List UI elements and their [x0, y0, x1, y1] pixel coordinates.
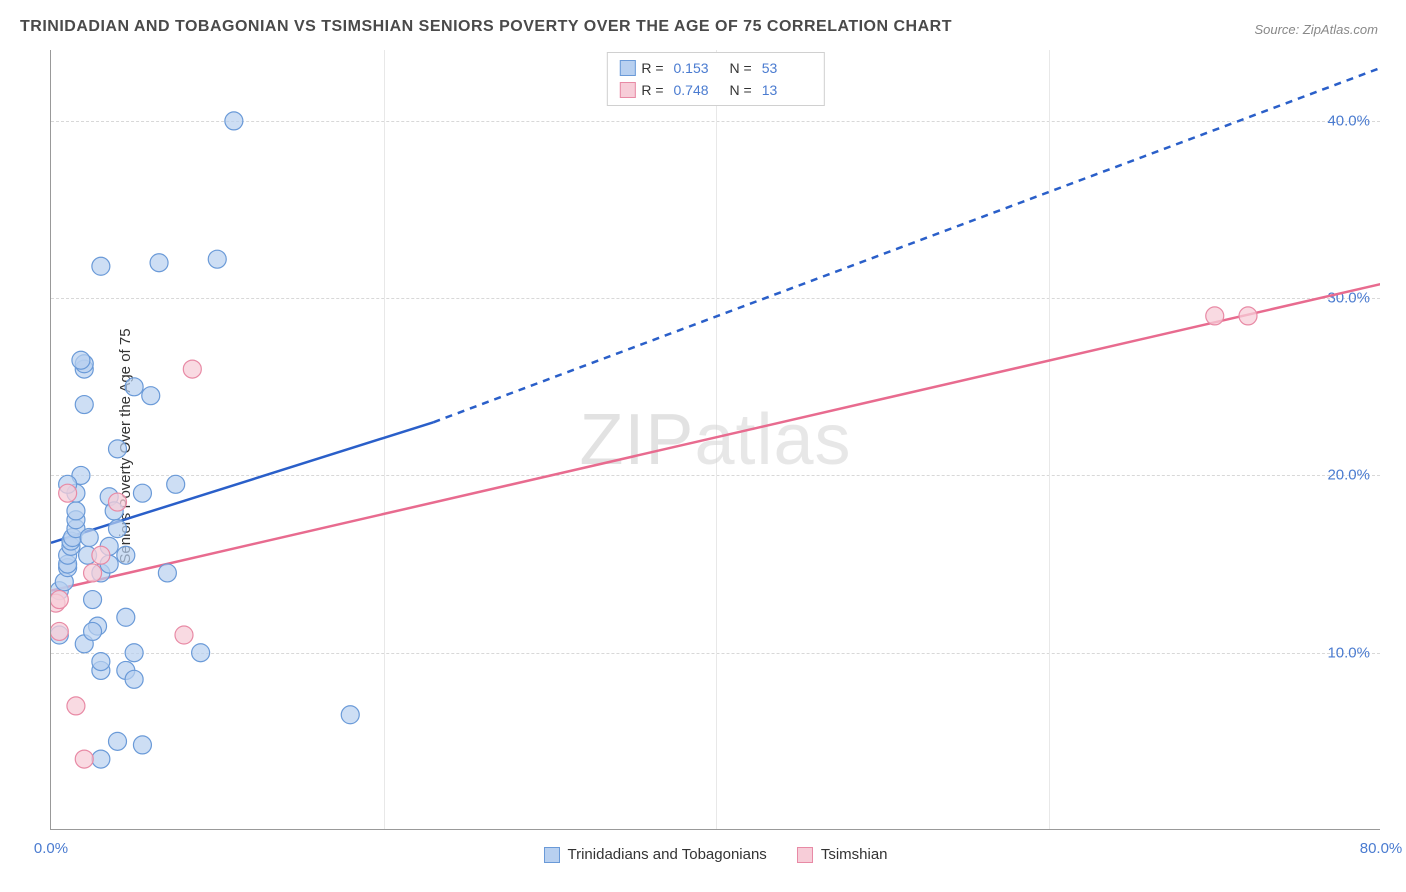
n-label-2: N =: [730, 79, 752, 101]
r-value-1: 0.153: [674, 57, 724, 79]
correlation-legend-row-1: R = 0.153 N = 53: [619, 57, 811, 79]
trend-line-solid: [51, 422, 433, 543]
data-point: [84, 591, 102, 609]
data-point: [80, 529, 98, 547]
data-point: [72, 351, 90, 369]
data-point: [75, 750, 93, 768]
r-label-1: R =: [641, 57, 663, 79]
series-label-1: Trinidadians and Tobagonians: [567, 846, 766, 863]
data-point: [84, 622, 102, 640]
x-tick-label: 0.0%: [34, 840, 68, 857]
data-point: [1206, 307, 1224, 325]
data-point: [341, 706, 359, 724]
data-point: [67, 697, 85, 715]
data-point: [84, 564, 102, 582]
data-point: [150, 254, 168, 272]
data-point: [109, 493, 127, 511]
trend-line-solid: [51, 284, 1380, 591]
plot-area: ZIPatlas R = 0.153 N = 53 R = 0.748 N = …: [50, 50, 1380, 830]
data-point: [117, 608, 135, 626]
data-point: [125, 644, 143, 662]
correlation-legend-row-2: R = 0.748 N = 13: [619, 79, 811, 101]
data-point: [125, 670, 143, 688]
data-point: [92, 257, 110, 275]
source-attribution: Source: ZipAtlas.com: [1254, 22, 1378, 37]
series-legend: Trinidadians and Tobagonians Tsimshian: [543, 846, 887, 863]
series-swatch-pink: [797, 847, 813, 863]
plot-svg: [51, 50, 1380, 829]
data-point: [225, 112, 243, 130]
series-swatch-blue: [543, 847, 559, 863]
chart-container: TRINIDADIAN AND TOBAGONIAN VS TSIMSHIAN …: [0, 0, 1406, 892]
legend-swatch-blue: [619, 60, 635, 76]
data-point: [92, 750, 110, 768]
data-point: [142, 387, 160, 405]
data-point: [1239, 307, 1257, 325]
n-label-1: N =: [730, 57, 752, 79]
data-point: [109, 732, 127, 750]
x-tick-label: 80.0%: [1360, 840, 1403, 857]
series-label-2: Tsimshian: [821, 846, 888, 863]
n-value-1: 53: [762, 57, 812, 79]
data-point: [192, 644, 210, 662]
r-label-2: R =: [641, 79, 663, 101]
n-value-2: 13: [762, 79, 812, 101]
chart-title: TRINIDADIAN AND TOBAGONIAN VS TSIMSHIAN …: [20, 18, 952, 36]
data-point: [167, 475, 185, 493]
data-point: [125, 378, 143, 396]
r-value-2: 0.748: [674, 79, 724, 101]
data-point: [117, 546, 135, 564]
data-point: [158, 564, 176, 582]
legend-swatch-pink: [619, 82, 635, 98]
source-prefix: Source:: [1254, 22, 1302, 37]
correlation-legend: R = 0.153 N = 53 R = 0.748 N = 13: [606, 52, 824, 106]
data-point: [208, 250, 226, 268]
data-point: [67, 502, 85, 520]
data-point: [175, 626, 193, 644]
data-point: [92, 546, 110, 564]
data-point: [92, 653, 110, 671]
data-point: [51, 591, 68, 609]
data-point: [59, 484, 77, 502]
data-point: [109, 520, 127, 538]
source-name: ZipAtlas.com: [1303, 22, 1378, 37]
data-point: [133, 484, 151, 502]
series-legend-item-2: Tsimshian: [797, 846, 888, 863]
series-legend-item-1: Trinidadians and Tobagonians: [543, 846, 766, 863]
trend-line-dashed: [433, 68, 1380, 423]
data-point: [133, 736, 151, 754]
data-point: [75, 396, 93, 414]
data-point: [51, 622, 68, 640]
data-point: [109, 440, 127, 458]
data-point: [183, 360, 201, 378]
